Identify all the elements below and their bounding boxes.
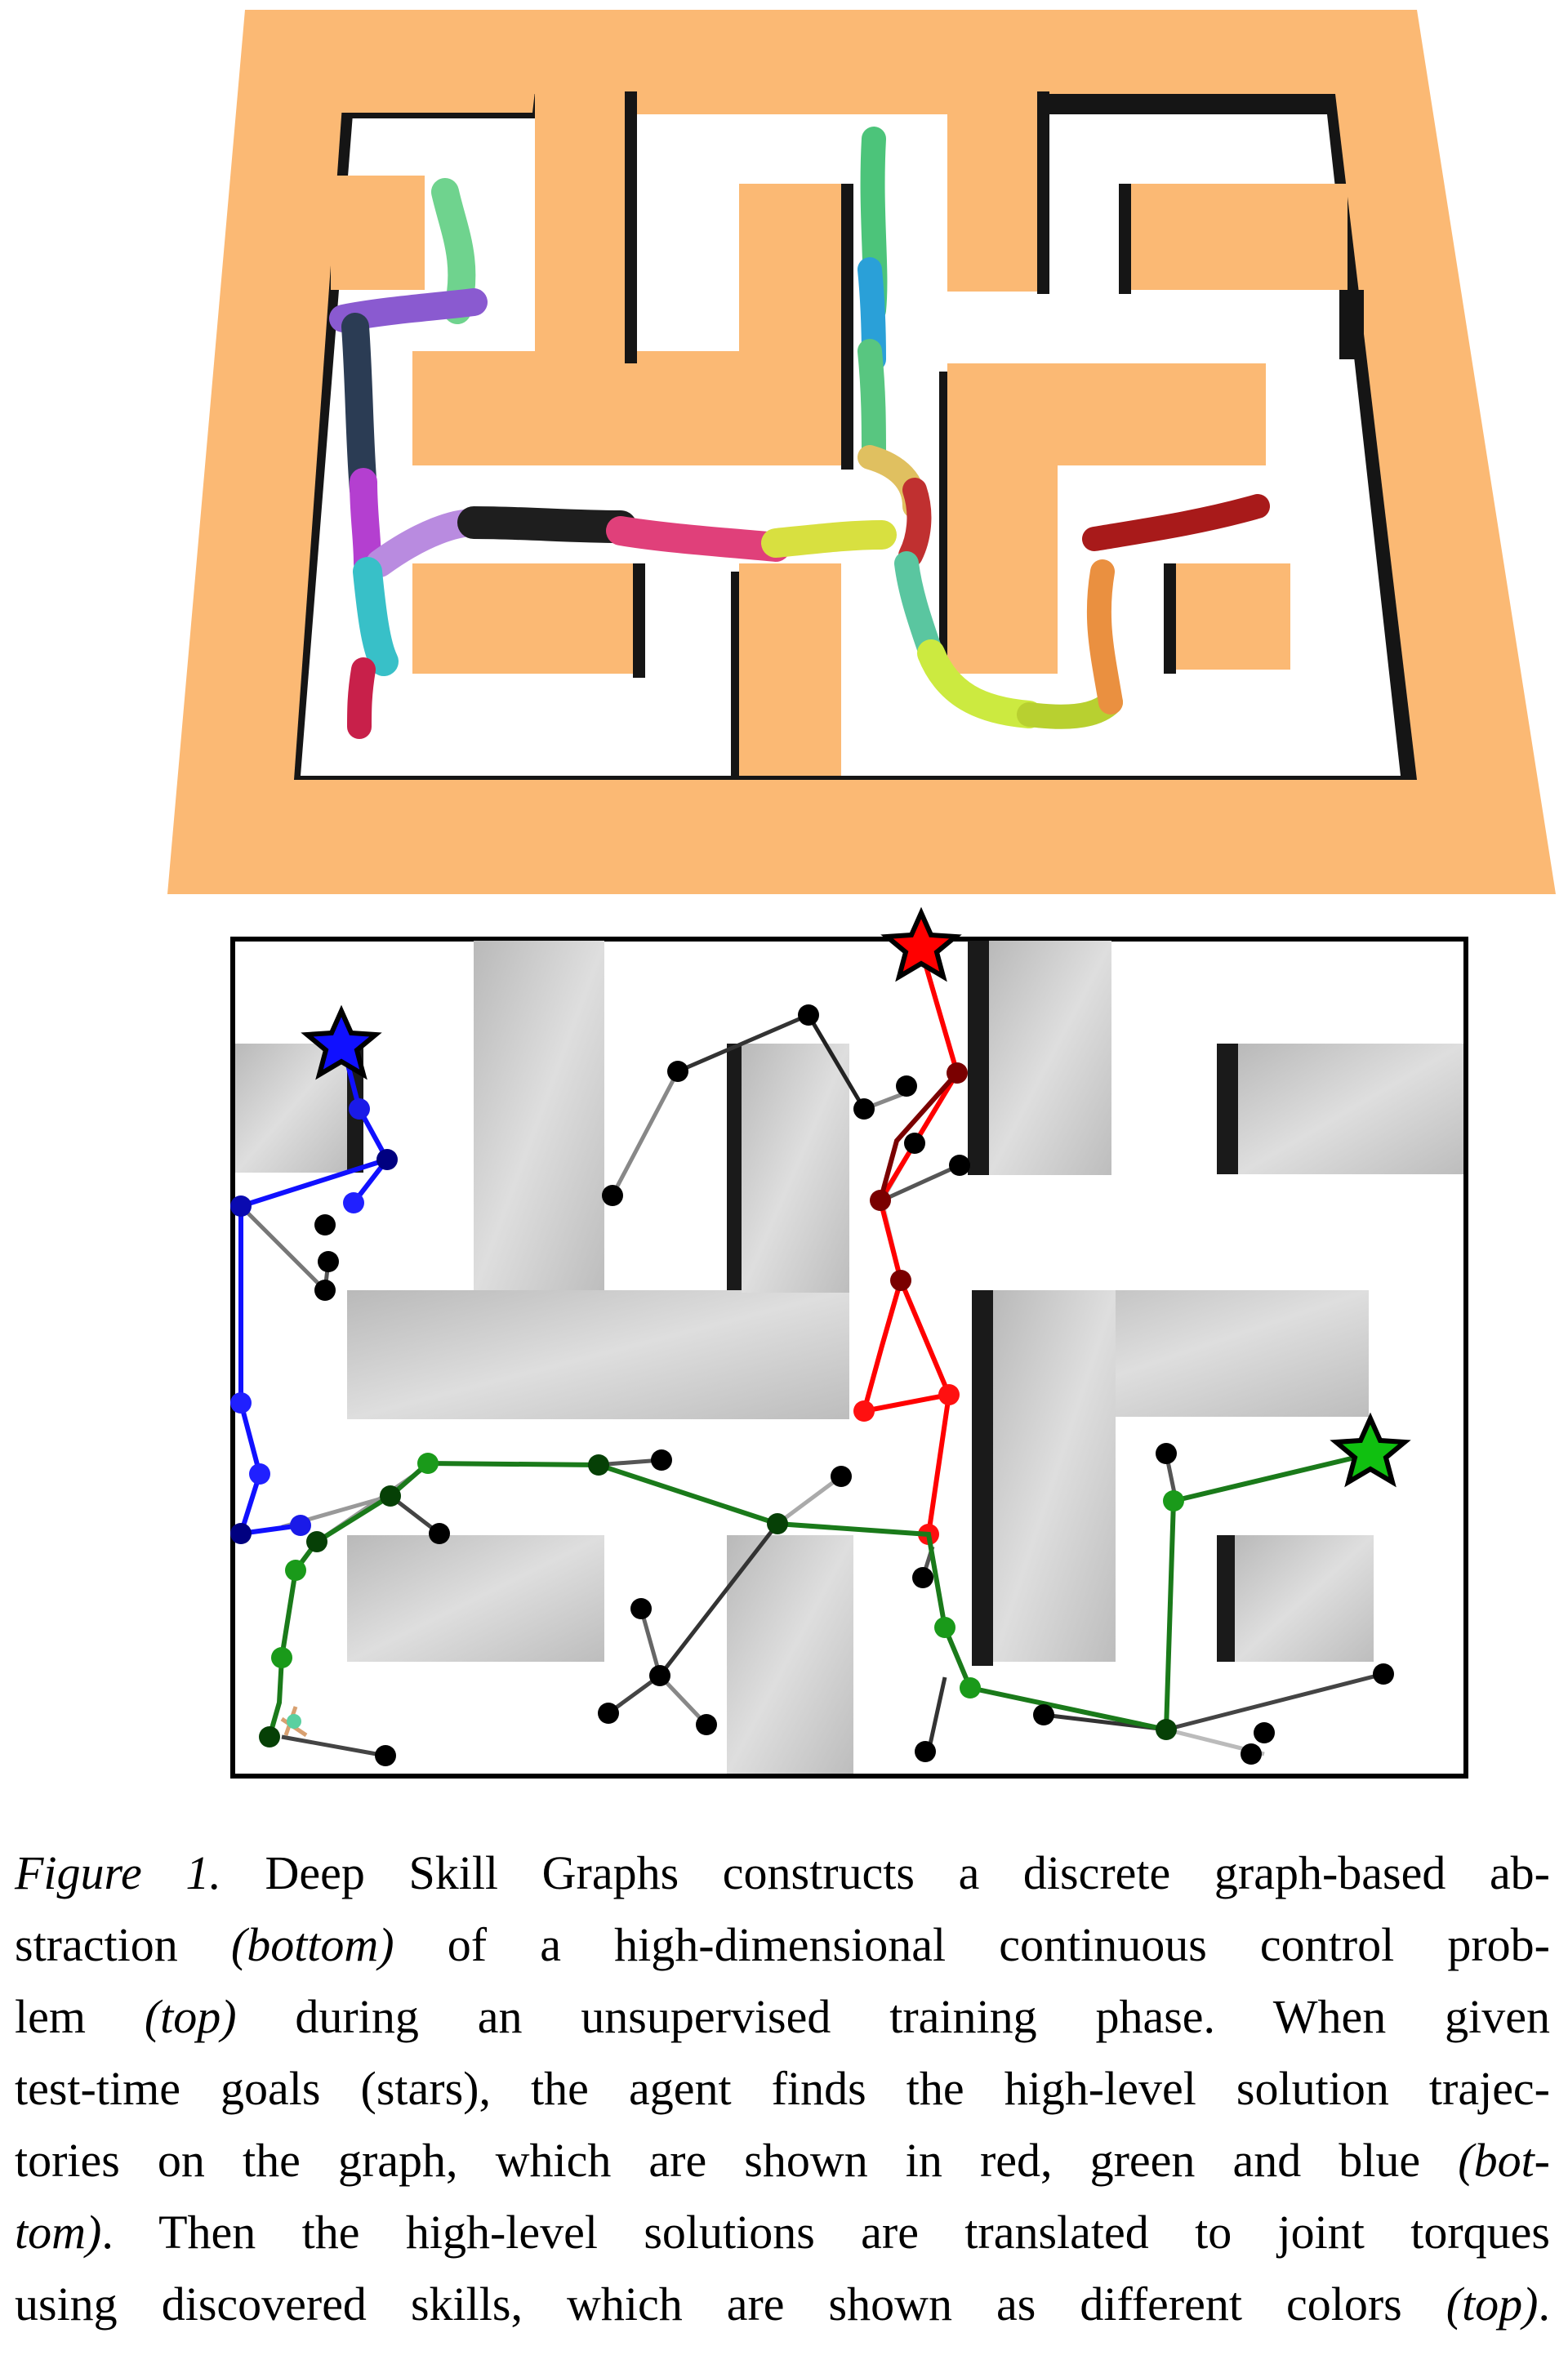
ant-start-marker xyxy=(280,1706,308,1738)
blue-goal-star-icon xyxy=(301,1004,382,1080)
caption-line-1: Figure 1. Deep Skill Graphs constructs a… xyxy=(15,1846,1550,1899)
ant-maze-render xyxy=(167,10,1556,894)
caption-line-2: straction (bottom) of a high-dimensional… xyxy=(15,1918,1550,1971)
ant-skill-trajectories xyxy=(329,127,1270,739)
graph-nodes xyxy=(314,1004,1394,1766)
blue-solution-path xyxy=(230,1004,398,1544)
green-goal-star-icon xyxy=(1330,1412,1411,1488)
graph-abstraction xyxy=(230,906,1468,1779)
red-solution-path xyxy=(853,906,968,1545)
caption-line-6: tom). Then the high-level solutions are … xyxy=(15,2206,1550,2259)
figure-caption: Figure 1. Deep Skill Graphs constructs a… xyxy=(15,1837,1550,2340)
red-goal-star-icon xyxy=(880,906,962,982)
green-solution-path xyxy=(259,1412,1411,1747)
grid-walls xyxy=(235,941,1463,1774)
caption-line-5: tories on the graph, which are shown in … xyxy=(15,2134,1550,2187)
maze-inner-walls xyxy=(331,91,1364,776)
caption-line-3: lem (top) during an unsupervised trainin… xyxy=(15,1990,1550,2043)
caption-line-4: test-time goals (stars), the agent finds… xyxy=(15,2062,1550,2115)
figure-1 xyxy=(167,10,1556,1779)
figure-label: Figure 1. xyxy=(15,1846,221,1899)
caption-line-7: using discovered skills, which are shown… xyxy=(15,2277,1550,2331)
